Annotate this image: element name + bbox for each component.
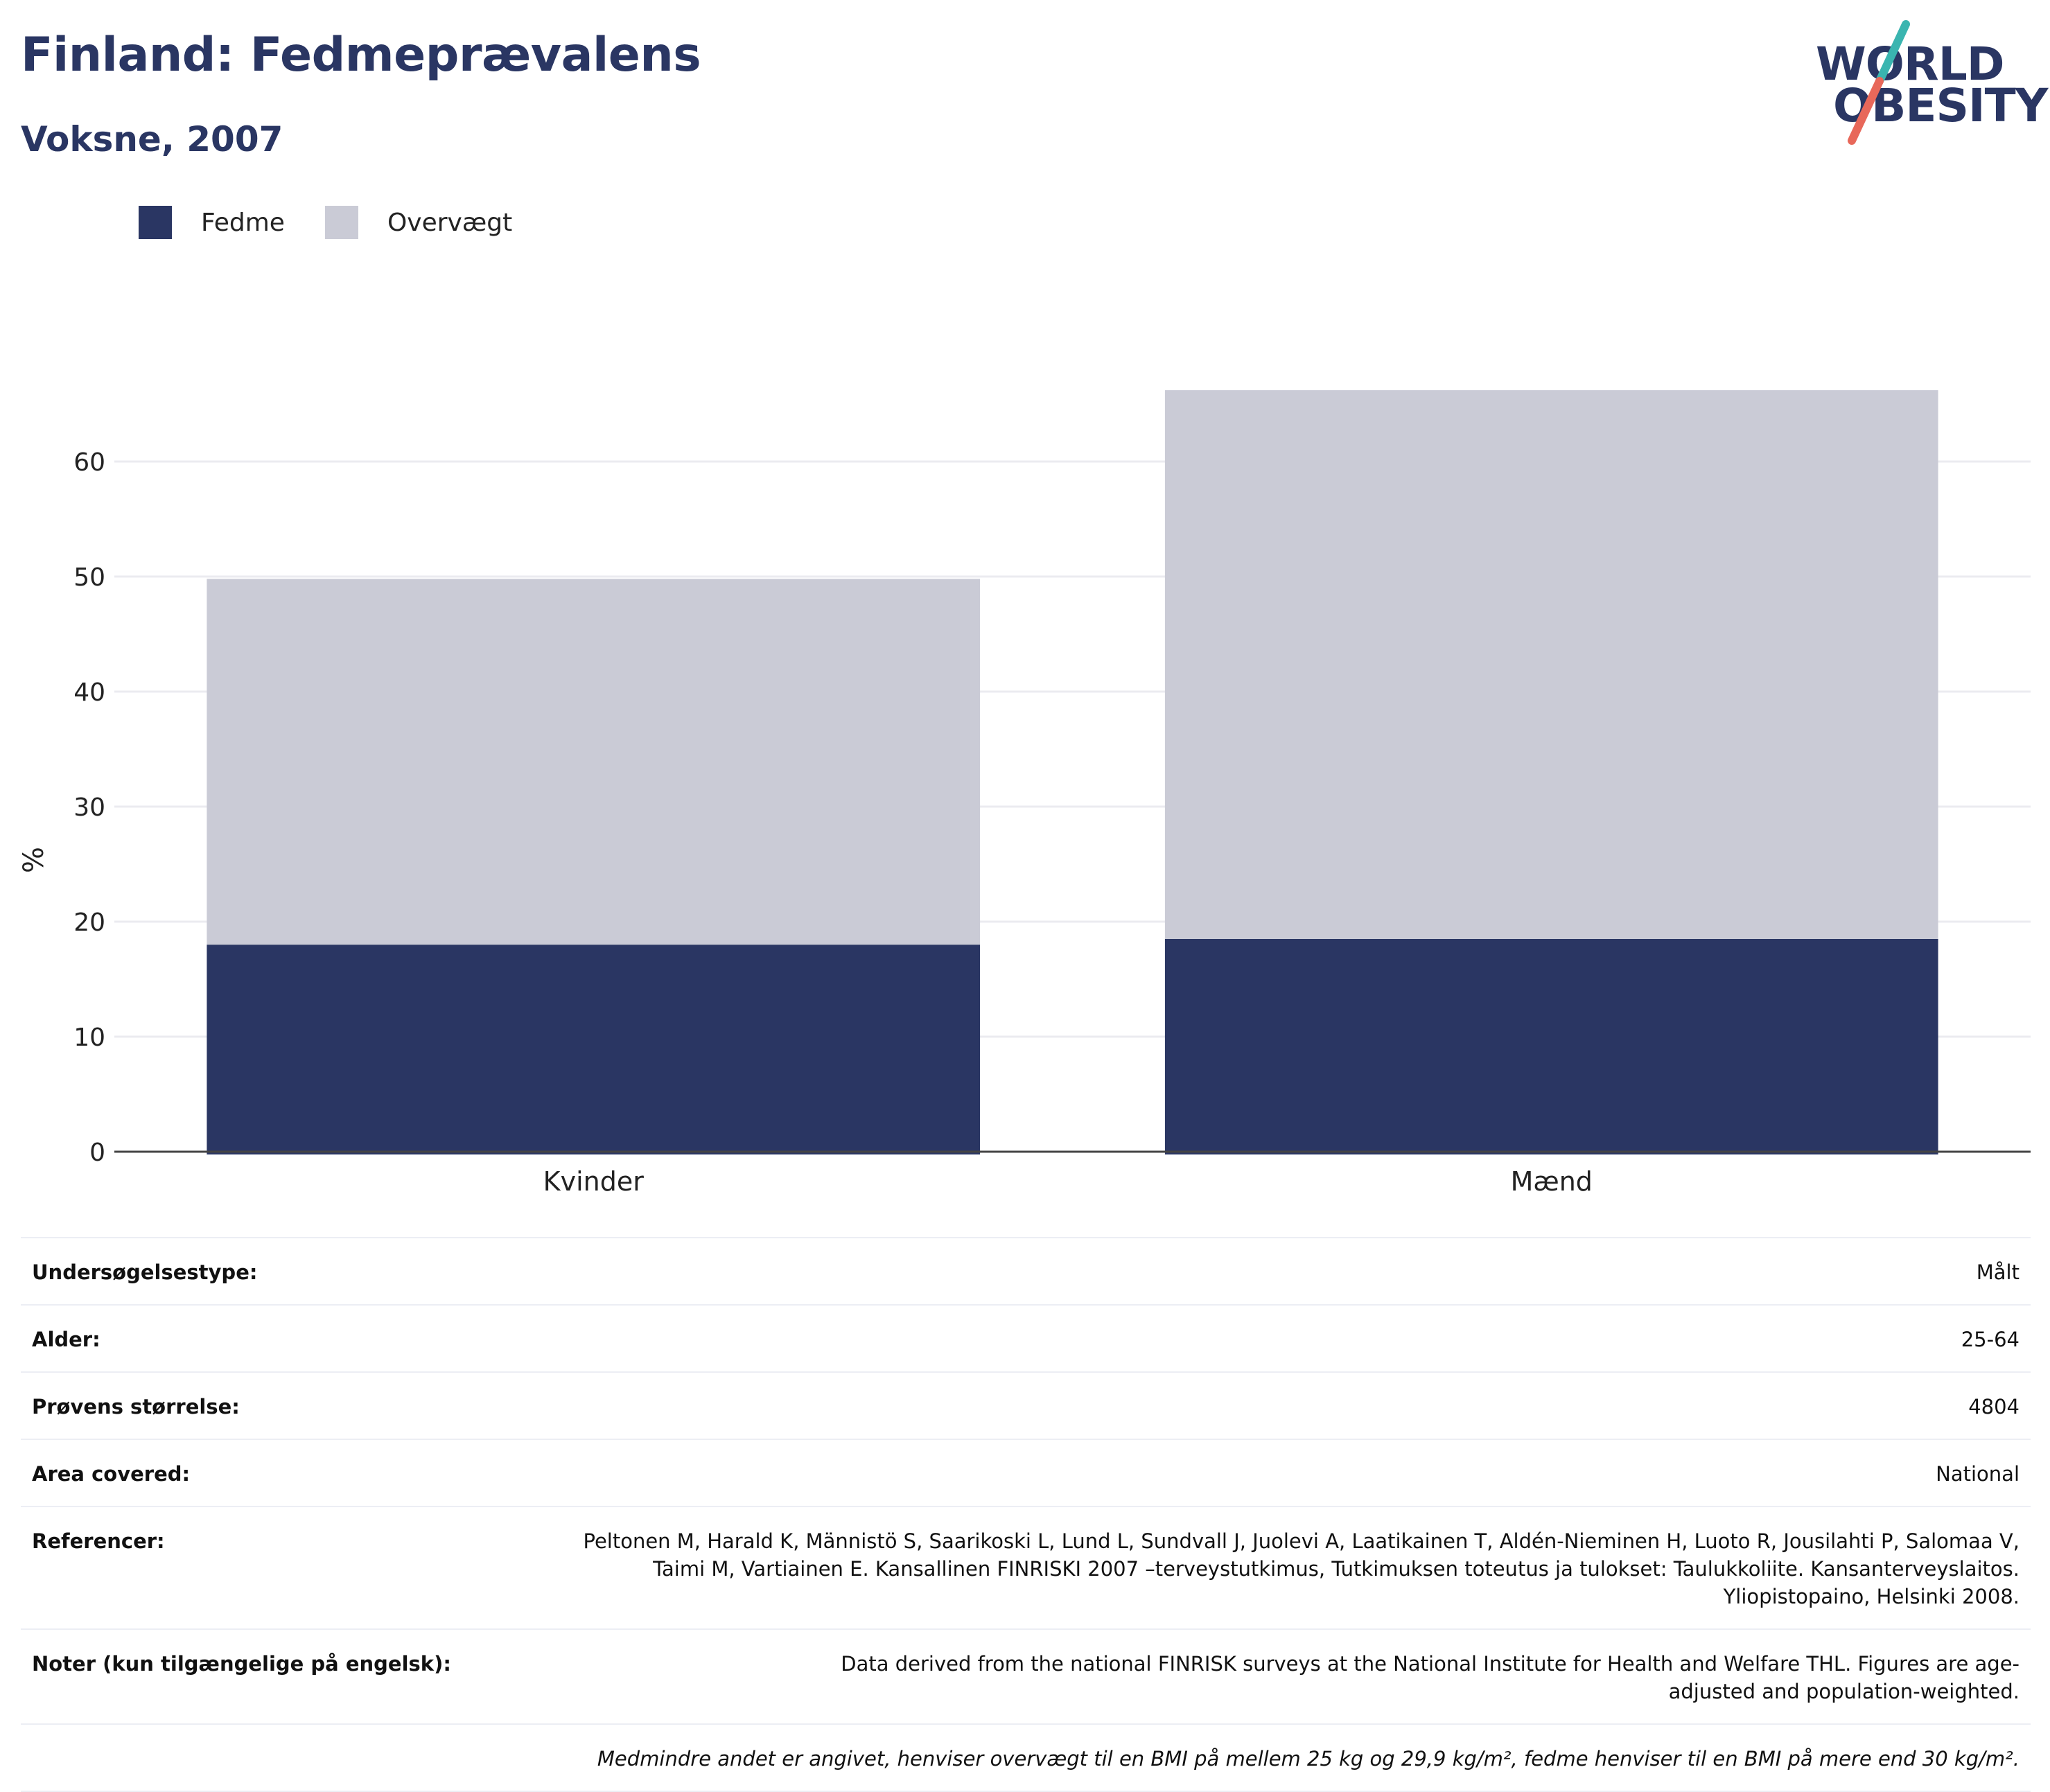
legend-item-fedme[interactable]: Fedme [139,206,285,239]
y-tick-label: 40 [73,678,105,707]
info-row-area-covered: Area covered: National [21,1439,2031,1506]
bar-overv-gt-kvinder[interactable] [207,579,981,945]
y-tick-label: 60 [73,448,105,477]
y-tick-label: 20 [73,908,105,937]
legend-label-overvaegt: Overvægt [387,208,513,237]
y-tick-label: 0 [89,1139,105,1167]
info-key: Referencer: [32,1529,165,1553]
survey-info-table: Undersøgelsestype: Målt Alder: 25-64 Prø… [21,1237,2031,1792]
info-row-sample-size: Prøvens størrelse: 4804 [21,1371,2031,1439]
info-row-references: Referencer: Peltonen M, Harald K, Männis… [21,1506,2031,1628]
legend-item-overvaegt[interactable]: Overvægt [324,206,513,239]
x-axis-labels: Kvinder Mænd [543,1166,1593,1197]
info-key: Area covered: [32,1462,191,1486]
logo-text-world: WORLD [1816,37,2005,91]
chart-legend: Fedme Overvægt [139,206,552,239]
bar-fedme-kvinder[interactable] [207,945,981,1154]
legend-swatch-overvaegt [324,206,358,239]
info-key: Undersøgelsestype: [32,1260,258,1284]
logo-slash-icon [1848,20,1910,145]
info-value: Målt [1976,1260,2020,1284]
page-title: Finland: Fedmeprævalens [21,28,701,82]
info-value: 25-64 [1961,1328,2020,1351]
page-subtitle: Voksne, 2007 [21,119,283,159]
chart-bars [207,390,1938,1154]
y-tick-label: 10 [73,1024,105,1052]
info-value: 4804 [1968,1395,2020,1418]
y-tick-label: 30 [73,793,105,822]
bar-overv-gt-m-nd[interactable] [1164,390,1938,939]
y-tick-label: 50 [73,563,105,592]
world-obesity-logo: WORLD OBESITY [1802,17,2048,156]
info-row-age: Alder: 25-64 [21,1304,2031,1371]
info-key: Prøvens størrelse: [32,1395,240,1418]
info-key: Alder: [32,1328,100,1351]
y-axis-ticks: 0 10 20 30 40 50 60 [73,448,105,1167]
info-row-footnote: Medmindre andet er angivet, henviser ove… [21,1723,2031,1792]
info-row-survey-type: Undersøgelsestype: Målt [21,1237,2031,1304]
info-value: Peltonen M, Harald K, Männistö S, Saarik… [583,1529,2020,1608]
x-category-label: Kvinder [543,1166,645,1197]
y-axis-label: % [18,847,50,873]
info-value: Data derived from the national FINRISK s… [841,1652,2020,1703]
bar-fedme-m-nd[interactable] [1164,938,1938,1154]
info-row-notes: Noter (kun tilgængelige på engelsk): Dat… [21,1628,2031,1723]
stacked-bar-chart: 0 10 20 30 40 50 60 Kvinder Mænd % [18,390,2031,1197]
info-value: National [1936,1462,2020,1486]
x-category-label: Mænd [1511,1166,1593,1197]
legend-label-fedme: Fedme [201,208,285,237]
legend-swatch-fedme [139,206,172,239]
bmi-footnote: Medmindre andet er angivet, henviser ove… [597,1747,2020,1771]
info-key: Noter (kun tilgængelige på engelsk): [32,1652,451,1676]
